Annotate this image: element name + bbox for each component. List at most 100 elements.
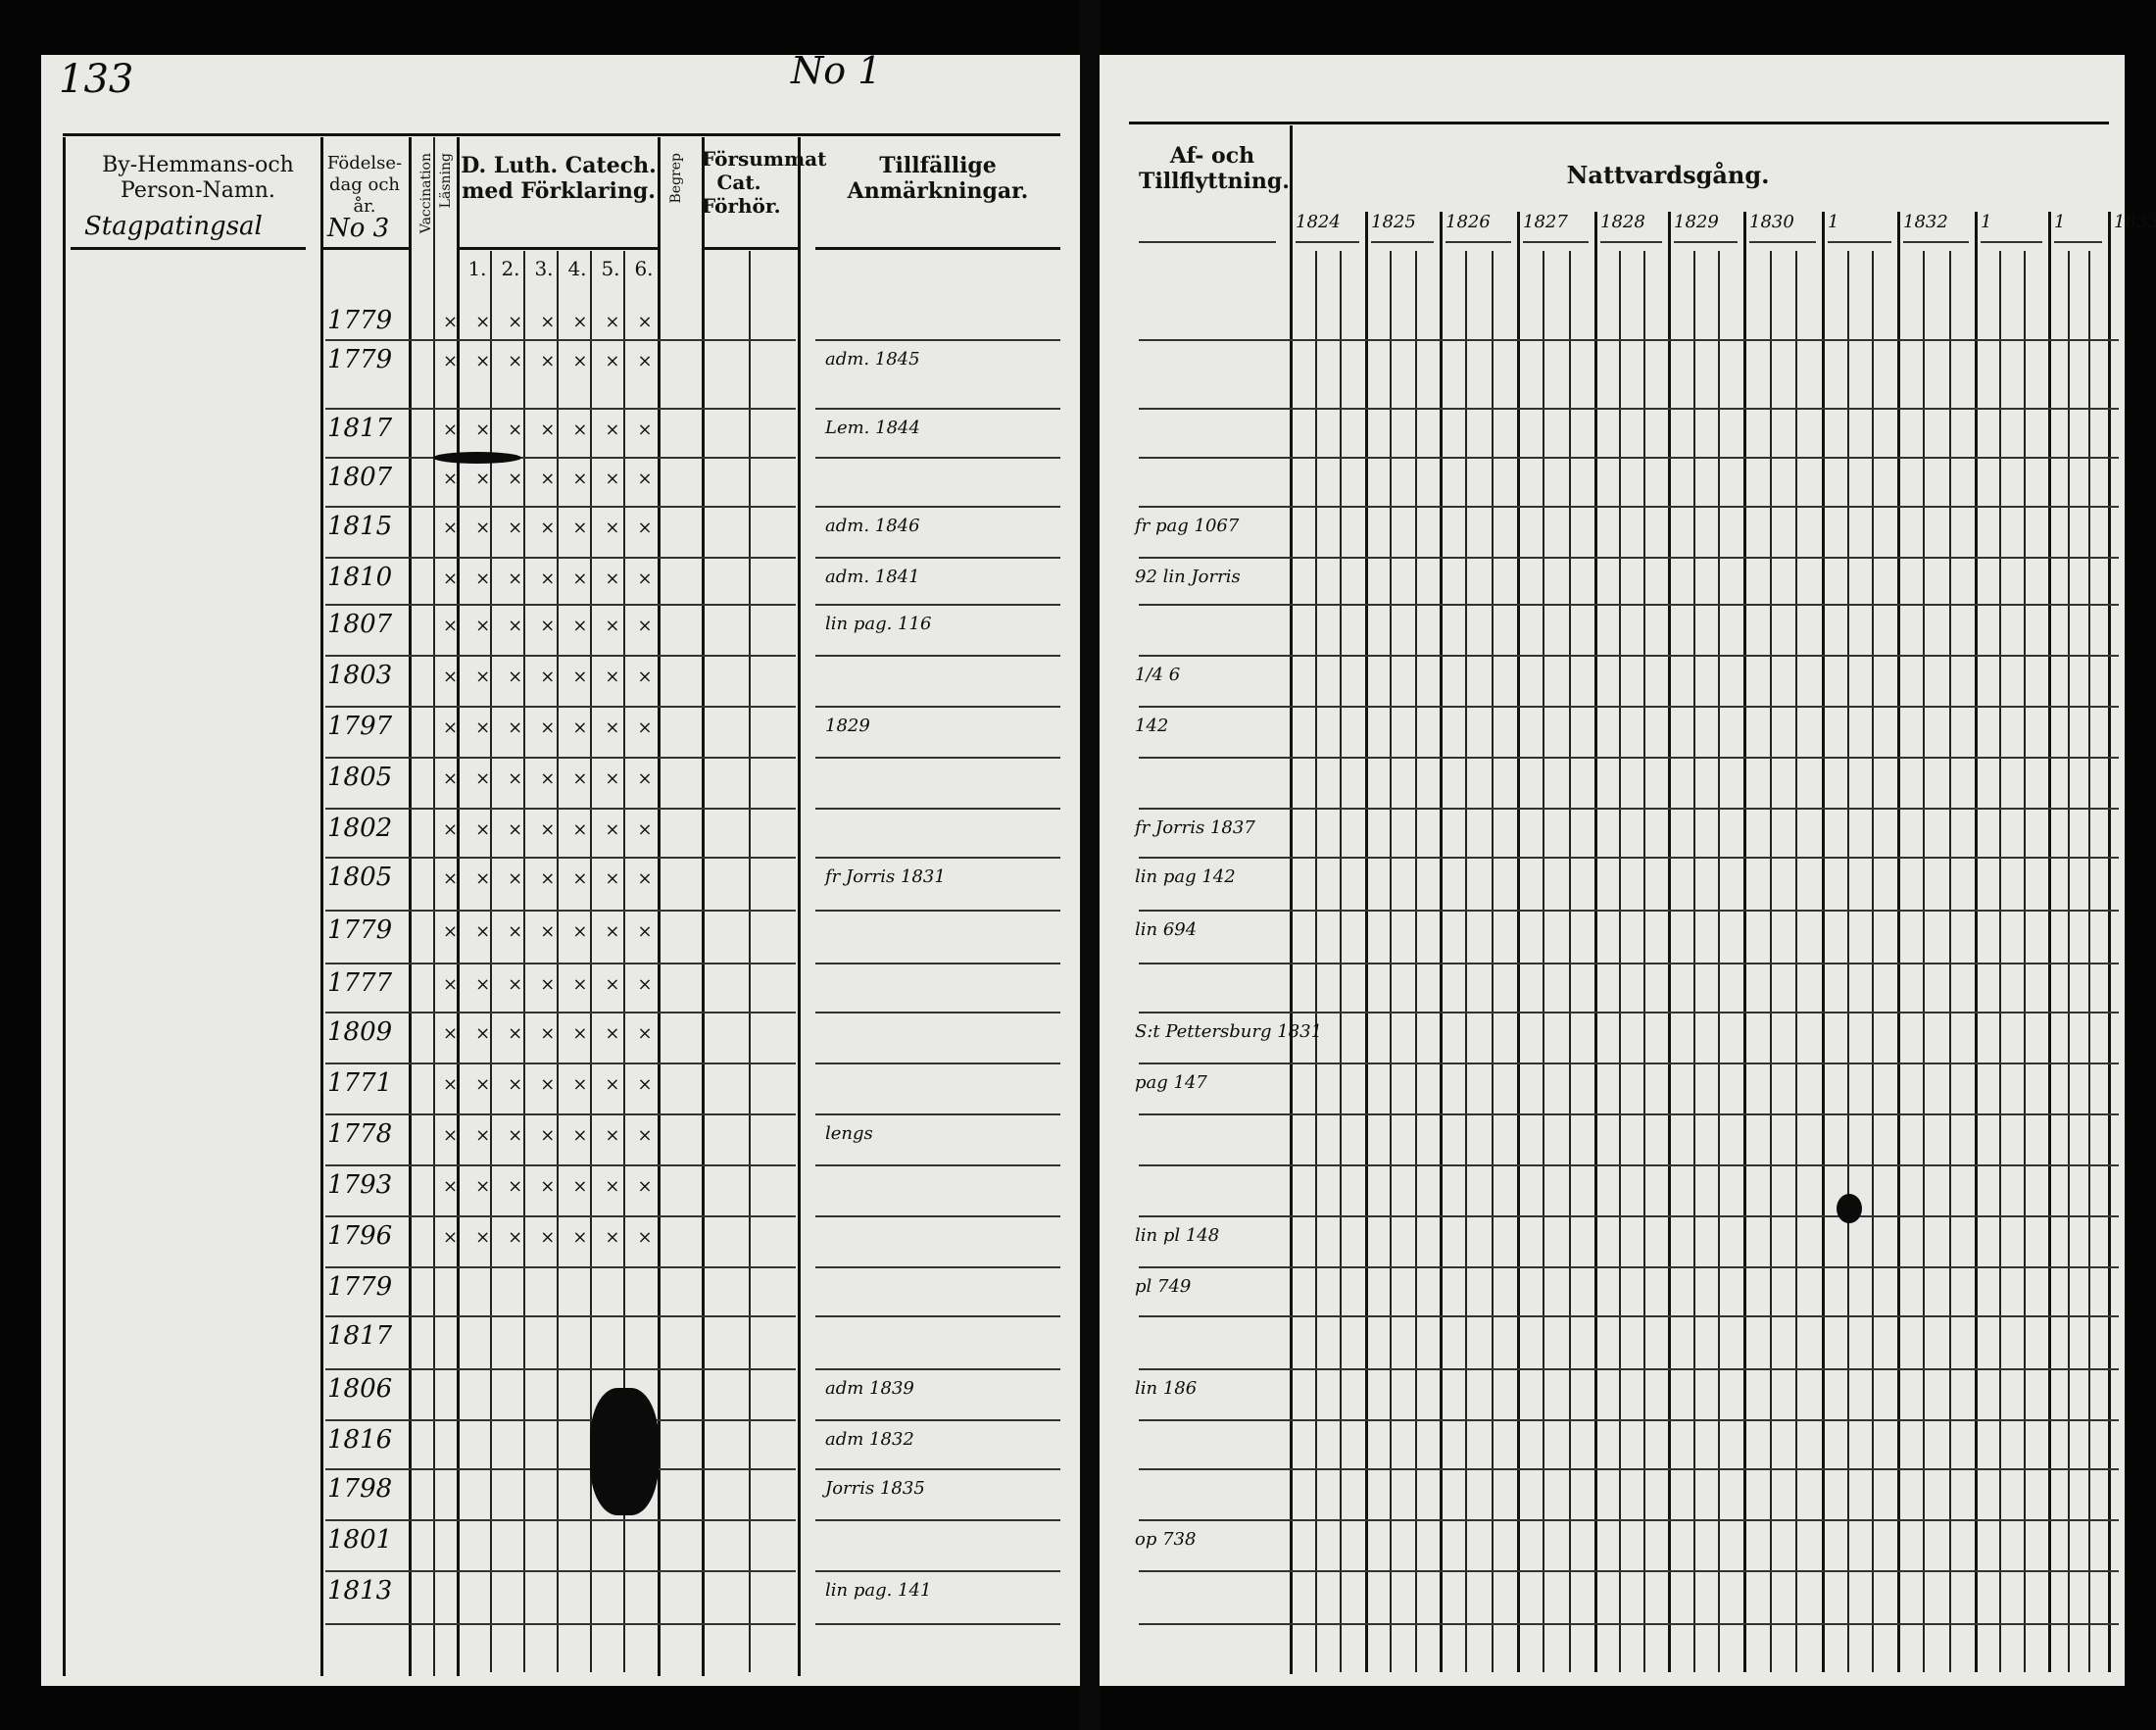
year-subcolumn-rule	[1949, 251, 1951, 1672]
row-rule	[325, 857, 796, 859]
birth-year: 1801	[327, 1525, 393, 1555]
remark-entry: Jorris 1835	[825, 1478, 925, 1499]
row-rule	[815, 1368, 1060, 1370]
birth-year: 1810	[327, 563, 393, 592]
move-entry: fr pag 1067	[1135, 516, 1240, 536]
catechism-marks: ×××××××	[443, 768, 670, 789]
catechism-marks: ×××××××	[443, 921, 670, 942]
header-rule	[457, 247, 658, 250]
catechism-marks: ×××××××	[443, 1176, 670, 1197]
row-rule	[325, 1368, 796, 1370]
header-rule	[1139, 241, 1276, 243]
right-page: Af- och Tillflyttning. Nattvardsgång. 18…	[1100, 55, 2156, 1686]
catechism-part-label: 1.	[467, 257, 487, 280]
year-subcolumn-rule	[2024, 251, 2026, 1672]
row-rule	[1139, 1012, 2119, 1013]
catechism-subcolumn-rule	[590, 251, 592, 1672]
row-rule	[325, 808, 796, 810]
year-subcolumn-rule	[2068, 251, 2070, 1672]
communion-year: 1829	[1674, 212, 1719, 232]
column-rule	[457, 137, 460, 1676]
birth-year: 1807	[327, 610, 393, 639]
row-rule	[1139, 1623, 2119, 1625]
row-rule	[325, 1419, 796, 1421]
row-rule	[1139, 408, 2119, 410]
catechism-marks: ×××××××	[443, 819, 670, 840]
row-rule	[815, 1315, 1060, 1317]
row-rule	[815, 1164, 1060, 1166]
remark-entry: adm. 1845	[825, 349, 920, 370]
move-entry: 142	[1135, 716, 1169, 736]
catechism-subcolumn-rule	[557, 251, 559, 1672]
row-rule	[1139, 604, 2119, 606]
catechism-marks: ×××××××	[443, 351, 670, 371]
catechism-marks: ×××××××	[443, 1125, 670, 1146]
header-remarks: Tillfällige Anmärkningar.	[847, 153, 1029, 204]
birth-year: 1816	[327, 1425, 393, 1455]
year-column-rule	[1290, 212, 1293, 1672]
year-column-rule	[1517, 212, 1520, 1672]
year-subcolumn-rule	[1543, 251, 1544, 1672]
birth-year: 1806	[327, 1374, 393, 1404]
year-subcolumn-rule	[1315, 251, 1317, 1672]
year-underline	[1749, 241, 1816, 243]
row-rule	[325, 963, 796, 964]
catechism-part-label: 3.	[534, 257, 554, 280]
row-rule	[1139, 655, 2119, 657]
row-rule	[325, 1468, 796, 1470]
remark-entry: lin pag. 116	[825, 614, 932, 634]
move-entry: op 738	[1135, 1529, 1197, 1550]
row-rule	[815, 1419, 1060, 1421]
move-entry: fr Jorris 1837	[1135, 817, 1255, 838]
communion-year: 1	[2054, 212, 2066, 232]
catechism-marks: ×××××××	[443, 717, 670, 738]
communion-year: 1825	[1371, 212, 1416, 232]
year-column-rule	[1975, 212, 1978, 1672]
row-rule	[325, 1164, 796, 1166]
row-rule	[325, 1063, 796, 1064]
year-underline	[1981, 241, 2042, 243]
row-rule	[325, 1012, 796, 1013]
catechism-marks: ×××××××	[443, 420, 670, 440]
year-subcolumn-rule	[2088, 251, 2090, 1672]
catechism-subcolumn-rule	[490, 251, 492, 1672]
row-rule	[325, 1623, 796, 1625]
catechism-part-label: 6.	[634, 257, 654, 280]
communion-year: 1833	[2114, 212, 2156, 232]
year-subcolumn-rule	[1465, 251, 1467, 1672]
column-rule	[63, 137, 66, 1676]
catechism-marks: ×××××××	[443, 1074, 670, 1095]
catechism-marks: ×××××××	[443, 1023, 670, 1044]
row-rule	[325, 910, 796, 912]
row-rule	[1139, 1215, 2119, 1217]
year-subcolumn-rule	[1619, 251, 1621, 1672]
row-rule	[815, 339, 1060, 341]
birth-year: 1805	[327, 863, 393, 892]
year-column-rule	[1440, 212, 1443, 1672]
row-rule	[1139, 1368, 2119, 1370]
birth-year: 1779	[327, 1272, 393, 1302]
remark-entry: adm 1839	[825, 1378, 914, 1399]
row-rule	[325, 1519, 796, 1521]
communion-year: 1832	[1903, 212, 1948, 232]
year-subcolumn-rule	[1415, 251, 1417, 1672]
year-column-rule	[1897, 212, 1900, 1672]
row-rule	[325, 408, 796, 410]
header-catechism: D. Luth. Catech. med Förklaring.	[461, 153, 657, 204]
header-name: By-Hemmans-och Person-Namn.	[102, 153, 294, 203]
move-entry: lin 694	[1135, 919, 1198, 940]
catechism-marks: ×××××××	[443, 469, 670, 489]
row-rule	[815, 1570, 1060, 1572]
year-underline	[1446, 241, 1511, 243]
year-subcolumn-rule	[1718, 251, 1720, 1672]
birth-year: 1771	[327, 1068, 393, 1098]
communion-year: 1824	[1296, 212, 1341, 232]
row-rule	[325, 506, 796, 508]
move-entry: lin 186	[1135, 1378, 1198, 1399]
communion-year: 1	[1981, 212, 1992, 232]
row-rule	[1139, 910, 2119, 912]
catechism-subcolumn-rule	[623, 251, 625, 1672]
row-rule	[815, 457, 1060, 459]
catechism-marks: ×××××××	[443, 518, 670, 538]
year-subcolumn-rule	[1872, 251, 1874, 1672]
